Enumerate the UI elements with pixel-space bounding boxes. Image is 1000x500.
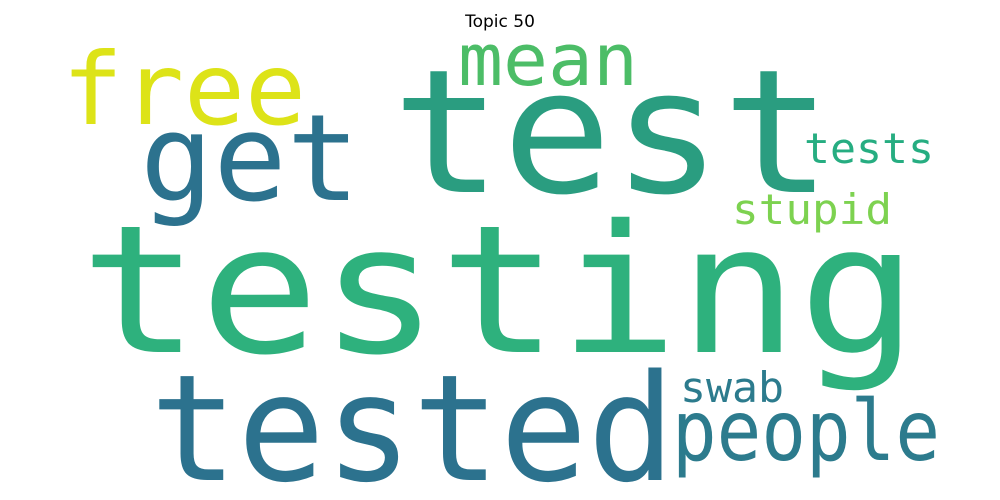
- word-mean: mean: [458, 18, 638, 102]
- word-swab: swab: [680, 363, 784, 412]
- word-tested: tested: [150, 343, 675, 500]
- word-people: people: [672, 382, 940, 480]
- word-test: test: [392, 32, 832, 233]
- figure-title: Topic 50: [465, 12, 535, 32]
- word-tests: tests: [804, 124, 934, 173]
- word-get: get: [140, 90, 360, 229]
- word-testing: testing: [80, 187, 918, 394]
- word-stupid: stupid: [732, 185, 892, 234]
- word-free: free: [62, 31, 306, 148]
